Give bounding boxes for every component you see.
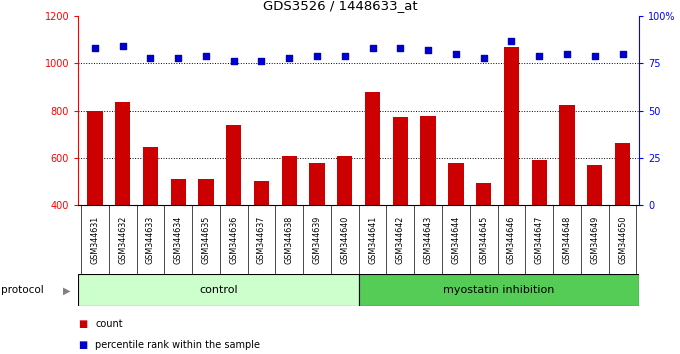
Bar [115,102,131,300]
Bar [615,143,630,300]
Text: GSM344650: GSM344650 [618,216,627,264]
Bar [587,165,602,300]
Bar [87,110,103,300]
Bar [359,274,639,306]
Text: ■: ■ [78,319,88,329]
Text: GSM344640: GSM344640 [340,216,350,264]
Bar [448,163,464,300]
Text: GSM344649: GSM344649 [590,216,599,264]
Point [311,53,322,58]
Point [562,51,573,57]
Bar [476,183,492,300]
Text: GSM344632: GSM344632 [118,216,127,264]
Text: GSM344646: GSM344646 [507,216,516,264]
Bar [337,156,352,300]
Point [534,53,545,58]
Point [367,45,378,51]
Point [423,47,434,53]
Bar [560,105,575,300]
Text: GSM344635: GSM344635 [201,216,210,264]
Point [506,38,517,44]
Point [450,51,461,57]
Text: ■: ■ [78,340,88,350]
Bar [199,178,214,300]
Text: GSM344639: GSM344639 [313,216,322,264]
Text: GSM344631: GSM344631 [90,216,99,264]
Point [339,53,350,58]
Bar [143,147,158,300]
Bar [420,116,436,300]
Text: count: count [95,319,123,329]
Text: GSM344637: GSM344637 [257,216,266,264]
Bar [282,156,297,300]
Text: ▶: ▶ [63,285,71,295]
Text: GSM344648: GSM344648 [562,216,571,264]
Text: percentile rank within the sample: percentile rank within the sample [95,340,260,350]
Bar [504,47,519,300]
Point [145,55,156,61]
Point [173,55,184,61]
Text: GDS3526 / 1448633_at: GDS3526 / 1448633_at [262,0,418,12]
Point [395,45,406,51]
Bar [309,163,324,300]
Text: GSM344638: GSM344638 [285,216,294,264]
Bar [226,125,241,300]
Point [590,53,600,58]
Text: myostatin inhibition: myostatin inhibition [443,285,555,295]
Text: GSM344634: GSM344634 [173,216,183,264]
Text: GSM344643: GSM344643 [424,216,432,264]
Bar [365,92,380,300]
Text: GSM344633: GSM344633 [146,216,155,264]
Bar [171,178,186,300]
Point [478,55,489,61]
Text: GSM344636: GSM344636 [229,216,238,264]
Text: control: control [199,285,238,295]
Point [201,53,211,58]
Bar [393,116,408,300]
Point [256,58,267,64]
Point [284,55,294,61]
Point [90,45,101,51]
Bar [254,181,269,300]
Text: GSM344641: GSM344641 [368,216,377,264]
Text: GSM344642: GSM344642 [396,216,405,264]
Bar [532,160,547,300]
Point [228,58,239,64]
Point [617,51,628,57]
Bar [78,274,359,306]
Text: GSM344647: GSM344647 [534,216,544,264]
Text: protocol: protocol [1,285,44,295]
Text: GSM344644: GSM344644 [452,216,460,264]
Text: GSM344645: GSM344645 [479,216,488,264]
Point [117,44,128,49]
